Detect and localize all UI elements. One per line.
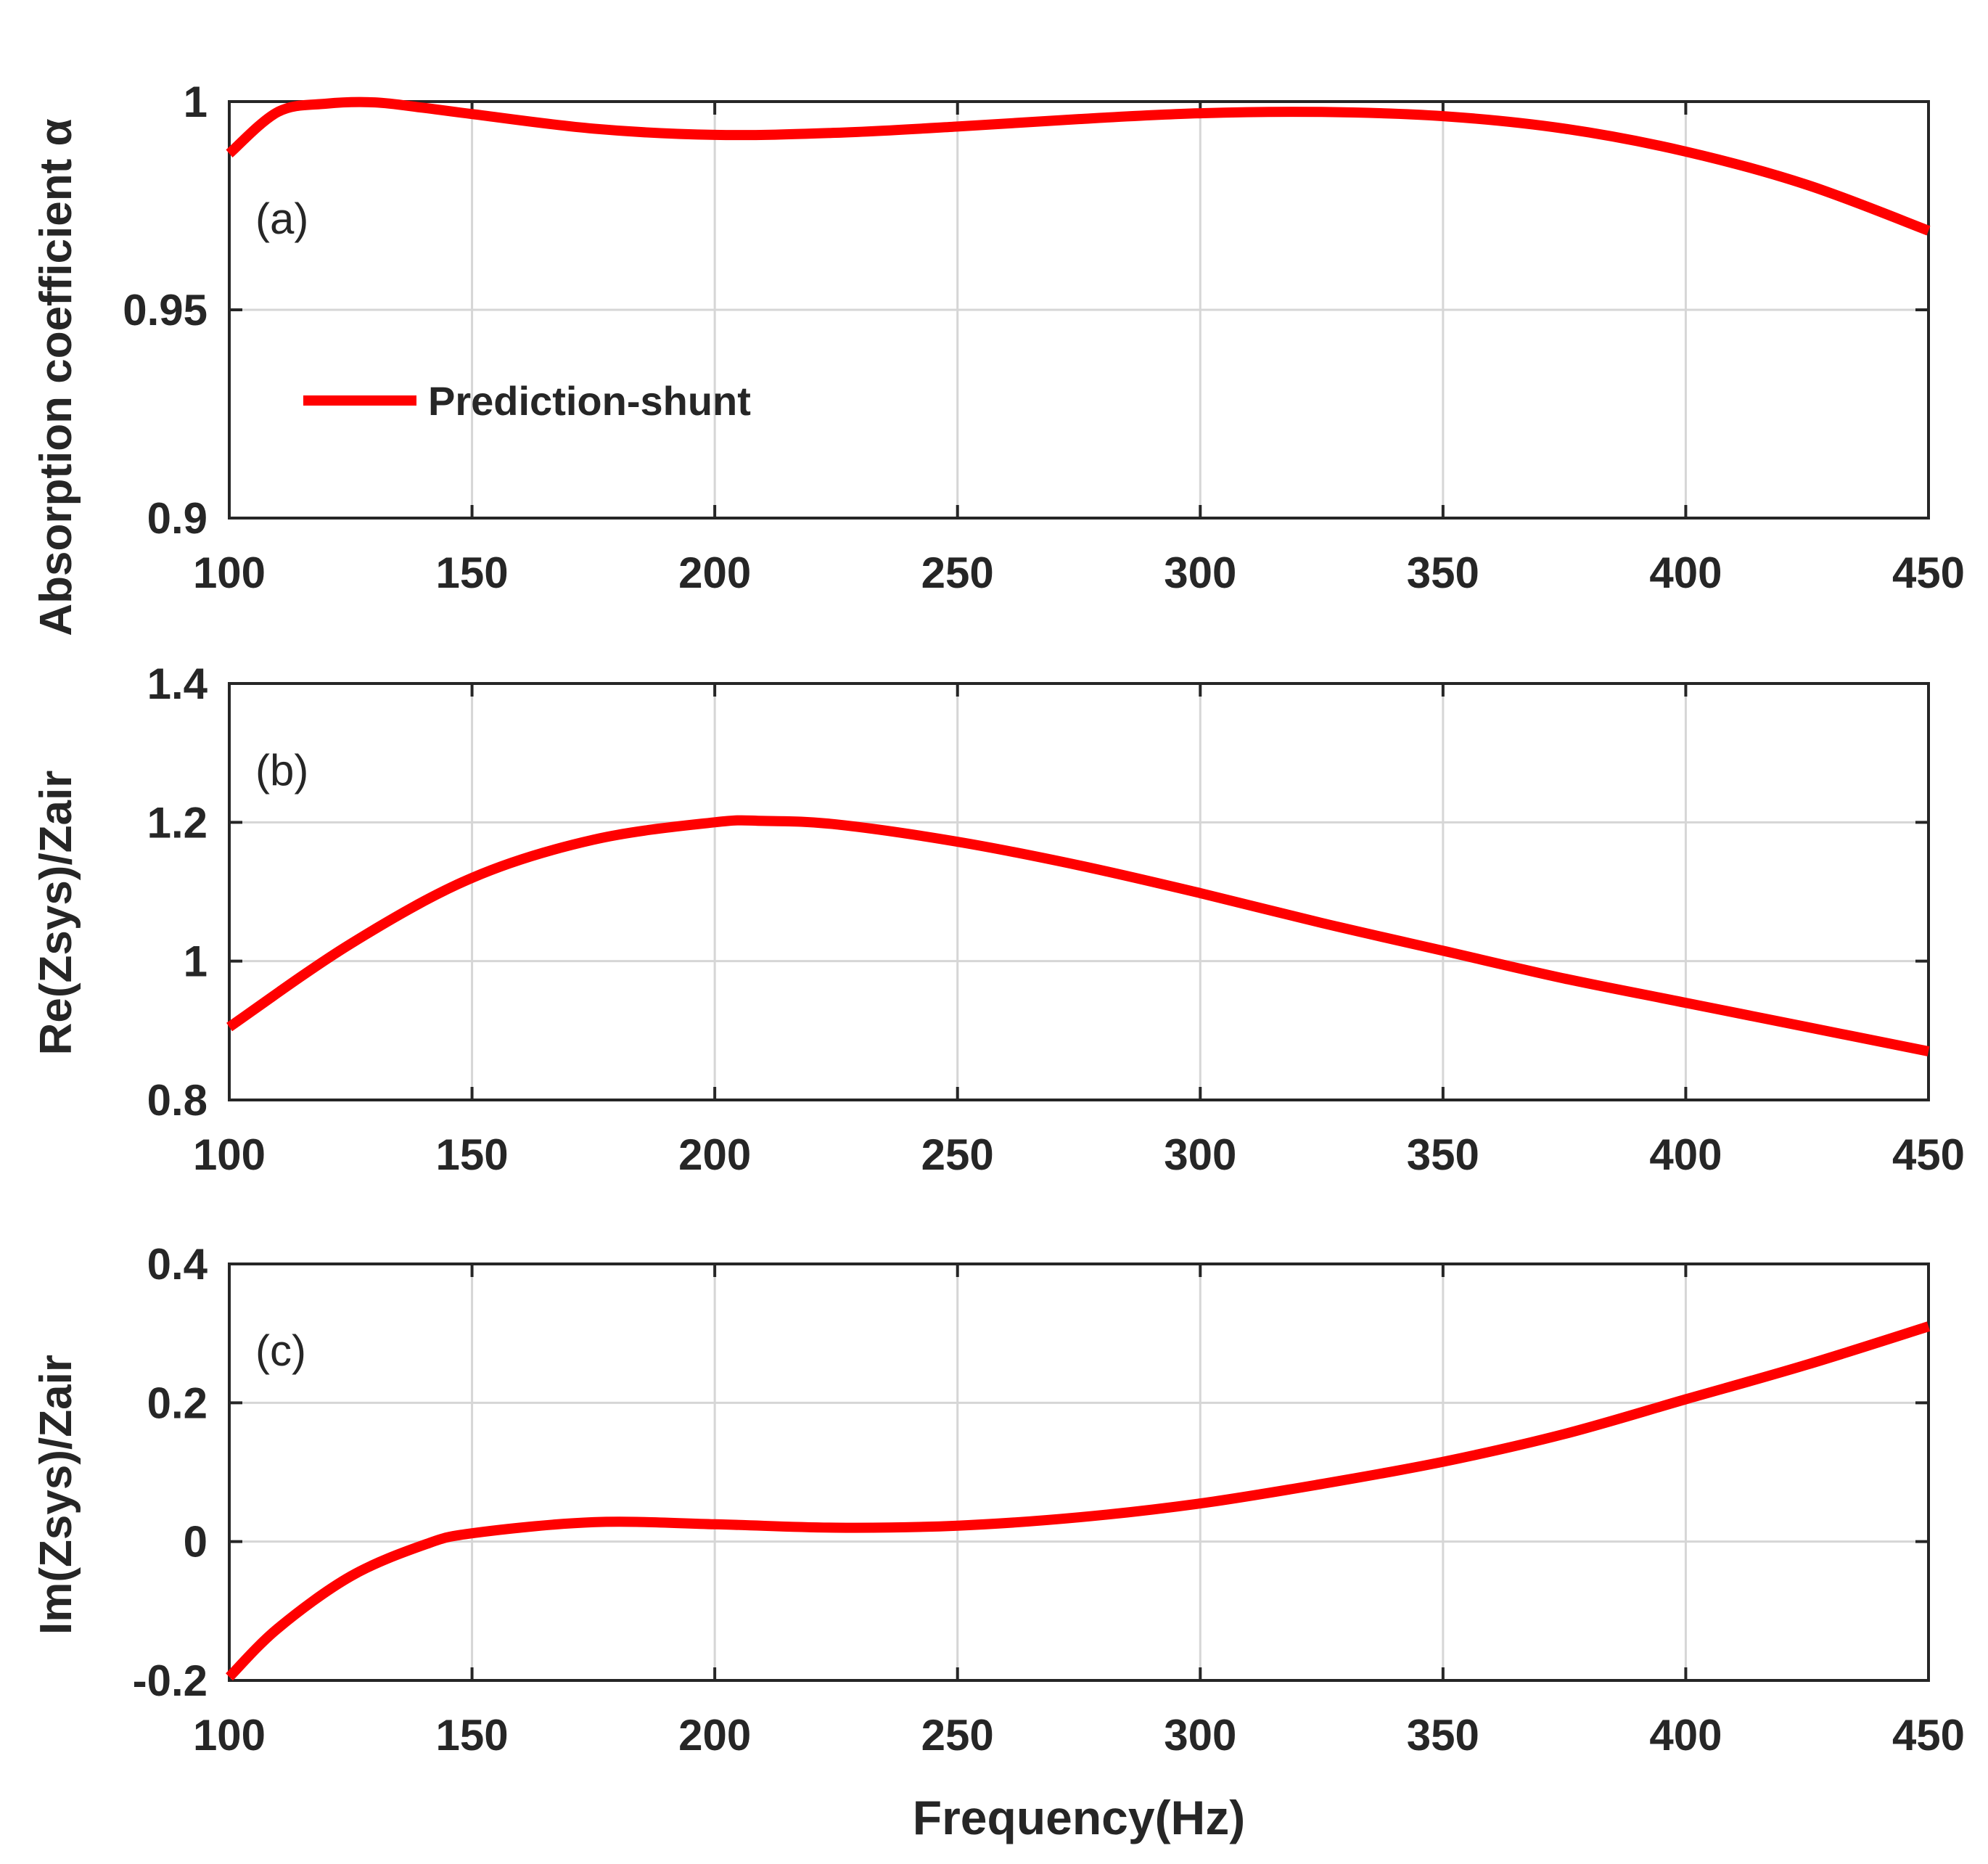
x-tick-label: 300 — [1164, 1130, 1236, 1179]
x-tick-label: 300 — [1164, 1711, 1236, 1760]
y-axis-label: Re(Zsys)/Zair — [31, 771, 81, 1056]
y-tick-label: 1 — [184, 937, 208, 986]
x-tick-labels: 100 150 200 250 300 350 400 450 — [193, 1130, 1965, 1179]
y-axis-label: Im(Zsys)/Zair — [31, 1355, 81, 1635]
y-tick-label: 0 — [184, 1518, 208, 1567]
grid-lines — [229, 1264, 1929, 1680]
grid-lines — [229, 683, 1929, 1100]
axes-box — [228, 1262, 1930, 1682]
series-line-prediction-shunt — [226, 97, 1931, 236]
legend-entry: Prediction-shunt — [428, 378, 751, 424]
y-tick-label: 0.2 — [147, 1379, 208, 1427]
series-lines — [226, 97, 1931, 236]
x-tick-labels: 100 150 200 250 300 350 400 450 — [193, 549, 1965, 597]
x-tick-label: 250 — [921, 1711, 994, 1760]
x-tick-label: 100 — [193, 1711, 266, 1760]
y-tick-label: 0.9 — [147, 494, 208, 543]
x-tick-labels: 100 150 200 250 300 350 400 450 — [193, 1711, 1965, 1760]
y-tick-labels: 0.9 0.95 1 — [123, 78, 208, 543]
series-line-prediction-shunt — [226, 1321, 1931, 1681]
y-tick-label: -0.2 — [133, 1656, 208, 1705]
x-tick-label: 100 — [193, 549, 266, 597]
panel-label: (a) — [255, 194, 308, 243]
series-lines — [226, 1321, 1931, 1681]
tick-marks — [228, 682, 1930, 1101]
x-tick-label: 250 — [921, 549, 994, 597]
x-tick-label: 400 — [1649, 1711, 1722, 1760]
y-tick-labels: -0.2 0 0.2 0.4 — [133, 1240, 208, 1705]
x-tick-label: 150 — [436, 1130, 509, 1179]
x-tick-label: 200 — [678, 549, 751, 597]
panel-label: (b) — [255, 746, 308, 795]
x-tick-label: 200 — [678, 1711, 751, 1760]
x-tick-label: 350 — [1407, 549, 1479, 597]
y-tick-labels: 0.8 1 1.2 1.4 — [147, 660, 208, 1125]
x-tick-label: 450 — [1892, 549, 1965, 597]
y-tick-label: 1.4 — [147, 660, 208, 708]
y-tick-label: 1.2 — [147, 798, 208, 847]
axes-box — [228, 682, 1930, 1101]
legend: Prediction-shunt — [303, 378, 751, 424]
x-tick-label: 150 — [436, 1711, 509, 1760]
chart-panel-a: 100 150 200 250 300 350 400 450 0.9 0.95 1 (a) Ab… — [31, 78, 1965, 636]
y-tick-label: 1 — [184, 78, 208, 126]
panel-label: (c) — [255, 1326, 306, 1375]
grid-lines — [229, 102, 1929, 518]
y-axis-label: Absorption coefficient α — [31, 118, 81, 636]
series-lines — [226, 815, 1930, 1056]
x-tick-label: 400 — [1649, 1130, 1722, 1179]
x-tick-label: 350 — [1407, 1130, 1479, 1179]
x-tick-label: 250 — [921, 1130, 994, 1179]
x-axis-label: Frequency(Hz) — [913, 1791, 1245, 1844]
x-tick-label: 450 — [1892, 1130, 1965, 1179]
x-tick-label: 100 — [193, 1130, 266, 1179]
tick-marks — [228, 1262, 1930, 1682]
chart-panel-c: 100 150 200 250 300 350 400 450 -0.2 0 0.2 0.4 (c)… — [31, 1240, 1965, 1844]
y-tick-label: 0.8 — [147, 1076, 208, 1125]
x-tick-label: 450 — [1892, 1711, 1965, 1760]
chart-panel-b: 100 150 200 250 300 350 400 450 0.811.21.4 (b) … — [31, 660, 1965, 1179]
x-tick-label: 400 — [1649, 549, 1722, 597]
y-tick-label: 0.4 — [147, 1240, 208, 1289]
series-line-prediction-shunt — [226, 815, 1930, 1056]
x-tick-label: 150 — [436, 549, 509, 597]
tick-marks — [228, 100, 1930, 520]
x-tick-label: 300 — [1164, 549, 1236, 597]
x-tick-label: 350 — [1407, 1711, 1479, 1760]
y-tick-label: 0.95 — [123, 286, 208, 334]
x-tick-label: 200 — [678, 1130, 751, 1179]
